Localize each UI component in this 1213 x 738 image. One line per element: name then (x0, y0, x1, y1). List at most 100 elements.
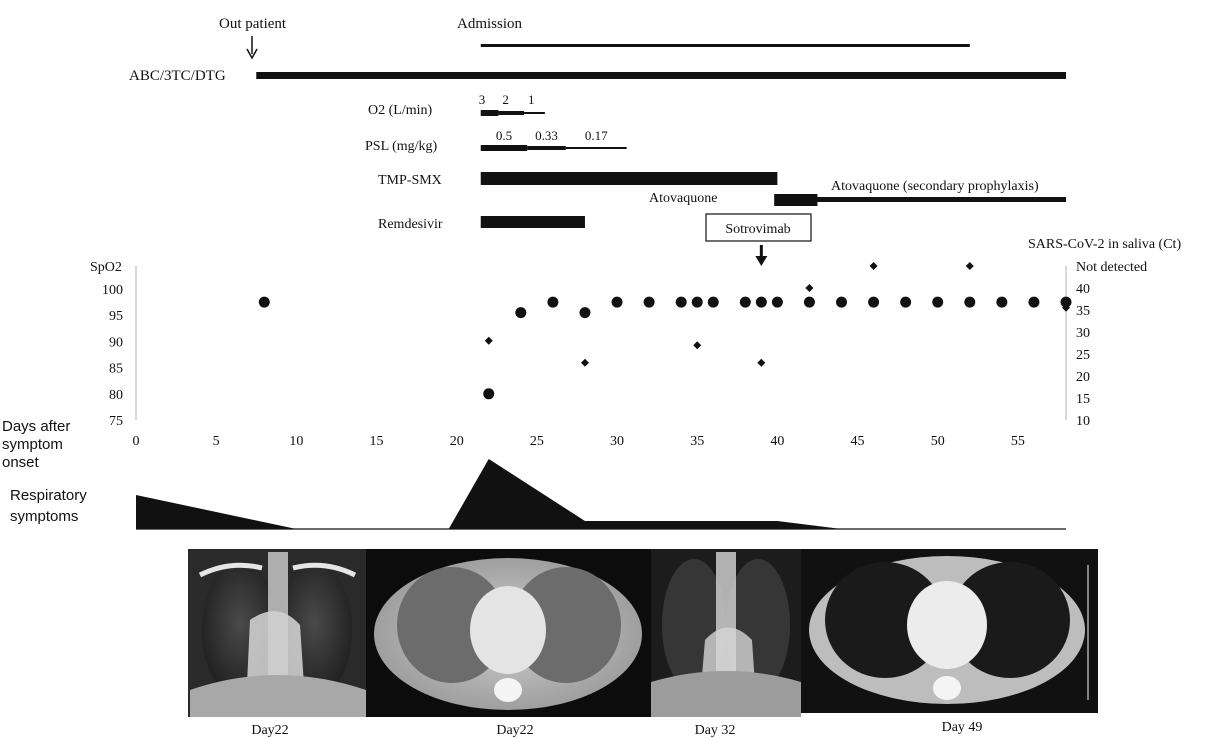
drug-label-atovaquone-secondary: Atovaquone (secondary prophylaxis) (831, 179, 1039, 194)
x-ticks: 0 5 10 15 20 25 30 35 40 45 50 55 (133, 434, 1025, 449)
ct-point (805, 284, 814, 292)
y-right-tick-label: 20 (1076, 370, 1090, 385)
spo2-point (611, 296, 623, 308)
x-tick-label: 15 (370, 434, 384, 449)
drug-label-remdesivir: Remdesivir (378, 217, 443, 232)
sotrovimab-label: Sotrovimab (725, 222, 790, 237)
sotrovimab-arrow-head (755, 256, 768, 266)
y-left-tick-label: 90 (109, 335, 123, 350)
image-caption-2: Day22 (496, 723, 533, 738)
psl-bar-segment (527, 146, 566, 150)
spo2-point (755, 296, 767, 308)
sotrovimab-box (705, 213, 812, 242)
x-tick-label: 30 (610, 434, 624, 449)
y-right-tick-label: 35 (1076, 304, 1090, 319)
y-left-tick-label: 100 (102, 283, 123, 298)
spo2-point (964, 296, 976, 308)
x-tick-label: 55 (1011, 434, 1025, 449)
outpatient-arrow-head (246, 48, 258, 60)
timeline: Out patient Admission ABC/3TC/DTG O2 (L/… (129, 16, 1066, 266)
spo2-point (1028, 296, 1040, 308)
drug-bar-atovaquone (774, 194, 818, 206)
o2-bar-segment (524, 112, 545, 114)
o2-bar-segment (498, 111, 525, 115)
spo2-point (836, 296, 848, 308)
ct-point (693, 341, 702, 350)
x-tick-label: 10 (289, 434, 303, 449)
x-tick-label: 35 (690, 434, 704, 449)
y-right-tick-label: 30 (1076, 326, 1090, 341)
spo2-series (258, 296, 1072, 400)
respiratory-symptoms: Respiratory symptoms (10, 459, 1066, 530)
o2-bars: 3 2 1 (479, 92, 545, 116)
spo2-point (900, 296, 912, 308)
ct-point (484, 336, 493, 345)
ct-day22-image (366, 549, 651, 717)
ct-point (1062, 303, 1070, 312)
y-right-tick-label: 25 (1076, 348, 1090, 363)
spo2-point (803, 296, 815, 308)
psl-value-label: 0.17 (585, 128, 608, 143)
spo2-point (515, 307, 527, 319)
spo2-point (643, 296, 655, 308)
ct-point (869, 262, 878, 270)
y-right-ticks: 10 15 20 25 30 35 40 Not detected (1076, 260, 1147, 429)
image-caption-3: Day 32 (695, 723, 736, 738)
x-tick-label: 50 (931, 434, 945, 449)
o2-value-label: 3 (479, 92, 486, 107)
drug-bar-remdesivir (480, 216, 585, 228)
y-right-tick-label: 10 (1076, 414, 1090, 429)
drug-bar-abc (256, 72, 1066, 79)
spo2-point (932, 296, 944, 308)
admission-label: Admission (457, 16, 523, 32)
x-axis-label: Days after symptom onset (2, 418, 75, 471)
y-right-axis-label: SARS-CoV-2 in saliva (Ct) (1028, 237, 1181, 252)
drug-bar-atovaquone-secondary (817, 197, 1066, 202)
outpatient-label: Out patient (219, 16, 287, 32)
o2-value-label: 1 (528, 92, 535, 107)
drug-label-atovaquone: Atovaquone (649, 191, 717, 206)
y-right-tick-label: 40 (1076, 282, 1090, 297)
spo2-point (258, 296, 270, 308)
ct-series (484, 262, 1070, 367)
spo2-point (547, 296, 559, 308)
psl-value-label: 0.5 (496, 128, 512, 143)
spo2-point (579, 307, 591, 319)
y-left-tick-label: 85 (109, 362, 123, 377)
o2-bar-segment (480, 110, 499, 116)
y-right-tick-label: 15 (1076, 392, 1090, 407)
imaging-panel: Day22 Day22 Day 32 (188, 549, 1098, 738)
spo2-point (739, 296, 751, 308)
drug-label-tmp-smx: TMP-SMX (378, 173, 442, 188)
psl-bars: 0.5 0.33 0.17 (480, 128, 627, 151)
respiratory-symptoms-label: Respiratory symptoms (10, 487, 91, 525)
spo2-point (483, 388, 495, 400)
admission-bar (480, 44, 970, 47)
y-right-tick-label: Not detected (1076, 260, 1147, 275)
x-tick-label: 20 (450, 434, 464, 449)
respiratory-symptoms-area (136, 459, 1066, 529)
chart-grid (135, 266, 1067, 420)
spo2-point (691, 296, 703, 308)
x-tick-label: 0 (133, 434, 140, 449)
image-caption-4: Day 49 (942, 720, 983, 735)
x-tick-label: 5 (213, 434, 220, 449)
o2-value-label: 2 (502, 92, 509, 107)
y-left-axis-label: SpO2 (90, 260, 122, 275)
y-left-ticks: 75 80 85 90 95 100 (102, 283, 123, 429)
chart: SpO2 SARS-CoV-2 in saliva (Ct) 75 80 85 90 9… (2, 237, 1181, 471)
psl-bar-segment (480, 145, 528, 151)
psl-bar-segment (565, 147, 627, 149)
spo2-point (996, 296, 1008, 308)
ct-day49-image (801, 549, 1098, 713)
spo2-point (1060, 296, 1072, 308)
ct-point (965, 262, 974, 270)
drug-bar-tmp-smx (480, 172, 778, 185)
psl-value-label: 0.33 (535, 128, 558, 143)
x-tick-label: 40 (770, 434, 784, 449)
psl-label: PSL (mg/kg) (365, 139, 438, 154)
spo2-point (707, 296, 719, 308)
drug-label-abc: ABC/3TC/DTG (129, 68, 226, 84)
x-tick-label: 25 (530, 434, 544, 449)
o2-label: O2 (L/min) (368, 103, 432, 118)
